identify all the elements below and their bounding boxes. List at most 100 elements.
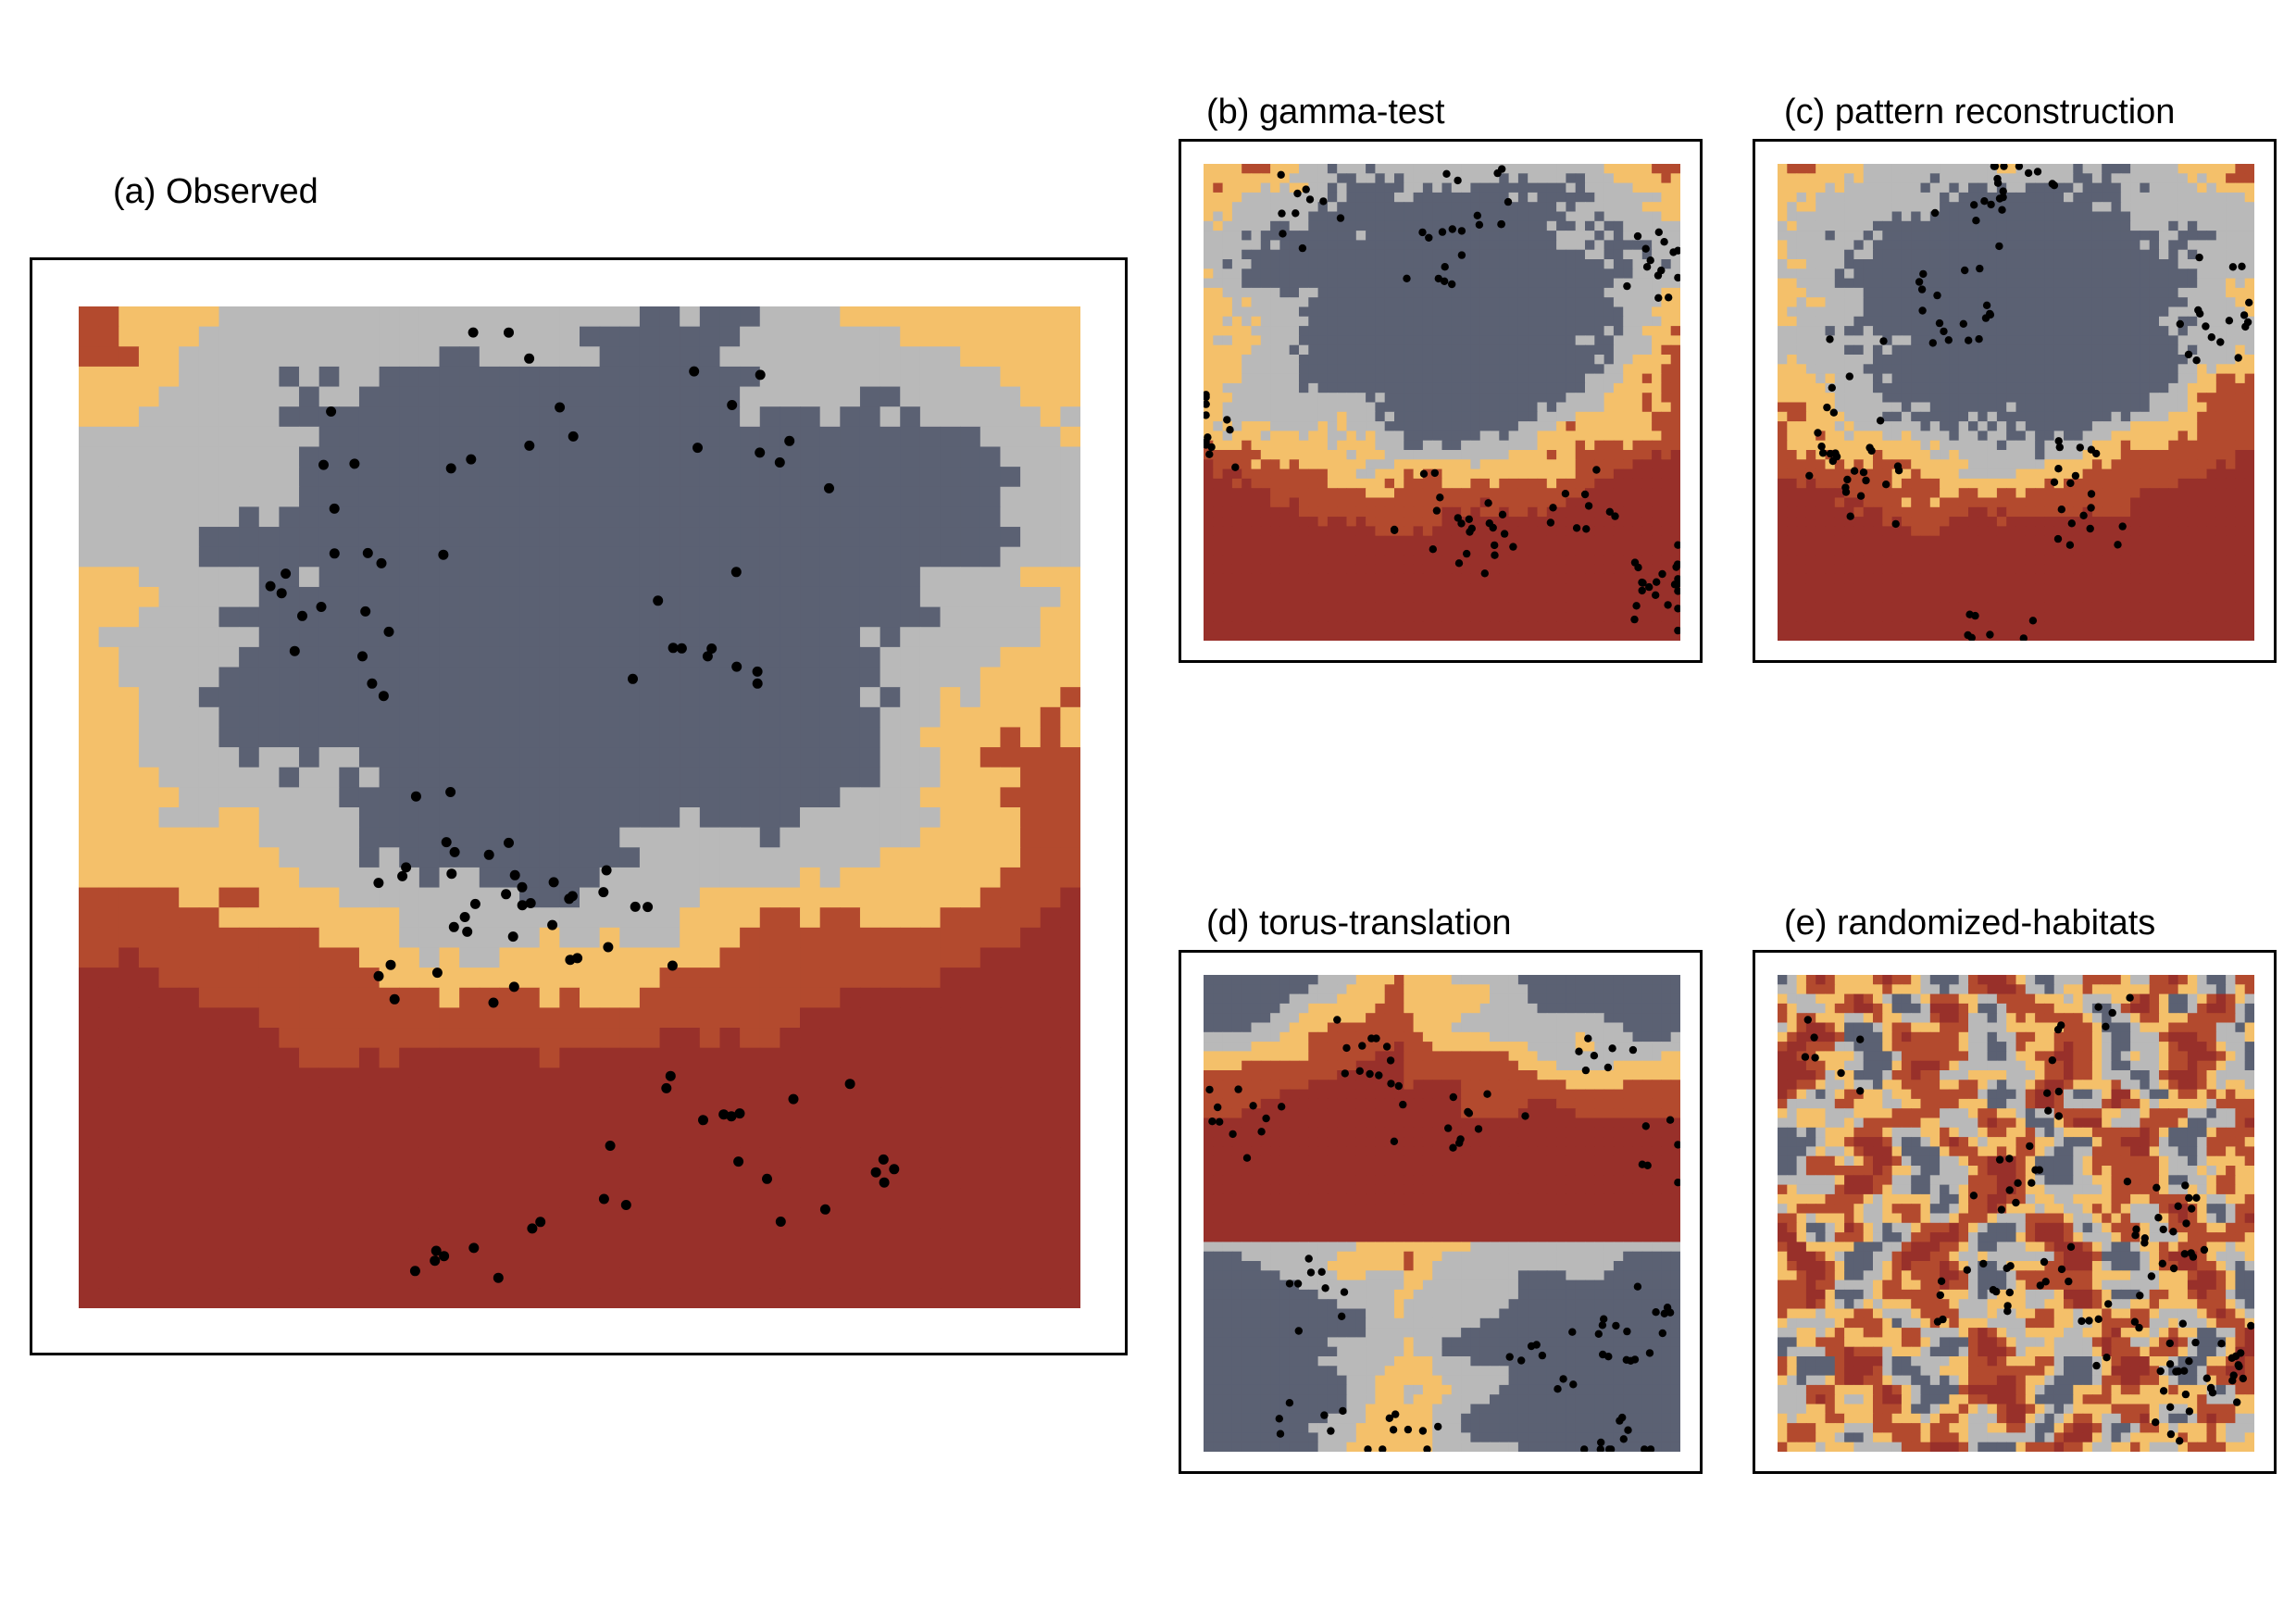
tree-point — [2216, 338, 2225, 346]
tree-point — [2005, 1288, 2014, 1297]
tree-point — [1654, 228, 1663, 236]
tree-point — [509, 869, 520, 880]
tree-point — [1504, 197, 1513, 206]
tree-point — [1475, 220, 1484, 229]
tree-point — [1277, 170, 1285, 179]
tree-point — [603, 942, 614, 953]
tree-point — [1304, 1255, 1313, 1263]
tree-point — [1811, 1054, 1819, 1062]
tree-point — [727, 400, 738, 410]
tree-point — [564, 893, 575, 905]
tree-point — [565, 955, 576, 966]
tree-point — [1234, 1085, 1242, 1093]
tree-point — [2085, 1317, 2093, 1325]
tree-point — [1561, 490, 1570, 498]
tree-point — [1341, 1069, 1349, 1078]
tree-point — [1279, 230, 1287, 238]
tree-point — [289, 645, 300, 656]
tree-point — [2015, 164, 2024, 170]
tree-point — [2036, 1281, 2044, 1290]
tree-point — [1674, 1141, 1680, 1149]
tree-point — [483, 849, 494, 860]
panel-c-habitat-map — [1778, 164, 2254, 641]
tree-point — [784, 435, 795, 446]
tree-point — [2240, 311, 2249, 319]
tree-point — [1859, 468, 1868, 477]
tree-point — [2078, 1317, 2086, 1326]
tree-point — [2130, 1317, 2140, 1326]
tree-point — [493, 1272, 504, 1283]
tree-point — [2202, 322, 2210, 331]
tree-point — [1891, 519, 1900, 529]
tree-point — [2024, 169, 2033, 178]
tree-points — [1801, 993, 2254, 1445]
tree-point — [2041, 1278, 2050, 1286]
tree-point — [1379, 1445, 1387, 1452]
tree-point — [527, 1223, 538, 1234]
tree-point — [1387, 1080, 1395, 1088]
tree-point — [1456, 1135, 1465, 1143]
tree-point — [1624, 1426, 1632, 1434]
tree-point — [1321, 1284, 1329, 1292]
tree-point — [1491, 541, 1499, 550]
tree-point — [1918, 306, 1927, 315]
tree-point — [2055, 443, 2064, 452]
tree-point — [731, 661, 742, 672]
tree-point — [2159, 1387, 2168, 1395]
habitat-cells — [1204, 975, 1680, 1452]
tree-point — [466, 454, 477, 465]
tree-point — [517, 881, 528, 893]
tree-point — [1674, 246, 1680, 255]
tree-point — [2066, 479, 2075, 488]
tree-point — [2067, 519, 2076, 528]
tree-point — [2040, 1257, 2049, 1267]
tree-point — [548, 877, 559, 888]
tree-point — [1862, 476, 1870, 485]
tree-point — [1969, 1192, 1978, 1200]
panel-c-frame — [1753, 139, 2277, 663]
tree-point — [752, 666, 763, 677]
tree-point — [1342, 1043, 1351, 1053]
tree-point — [2147, 1272, 2156, 1280]
tree-point — [2003, 1302, 2012, 1310]
tree-point — [1976, 264, 1984, 273]
tree-point — [2192, 1193, 2201, 1202]
tree-point — [2239, 1374, 2247, 1383]
panel-a-frame — [30, 257, 1128, 1355]
tree-point — [357, 651, 368, 662]
tree-point — [2050, 181, 2059, 190]
tree-points — [1805, 164, 2253, 641]
tree-point — [1497, 220, 1505, 229]
tree-point — [1278, 1103, 1286, 1111]
tree-point — [469, 898, 480, 909]
tree-point — [326, 406, 337, 417]
tree-point — [501, 889, 512, 900]
tree-point — [2188, 1205, 2196, 1213]
tree-point — [318, 459, 329, 470]
tree-point — [1674, 273, 1680, 282]
tree-point — [1527, 1342, 1536, 1351]
tree-point — [2012, 1198, 2020, 1207]
tree-point — [706, 643, 718, 654]
tree-point — [1249, 1102, 1257, 1110]
tree-point — [2169, 1228, 2177, 1236]
tree-point — [1355, 1067, 1364, 1075]
tree-point — [1597, 1438, 1605, 1447]
tree-point — [1559, 1375, 1567, 1383]
tree-point — [762, 1173, 772, 1184]
tree-point — [1298, 243, 1307, 253]
tree-point — [2238, 262, 2246, 270]
tree-point — [1608, 1044, 1616, 1053]
tree-point — [1967, 633, 1976, 641]
tree-point — [1628, 1045, 1638, 1055]
tree-point — [459, 912, 470, 922]
tree-point — [1646, 1445, 1655, 1452]
tree-point — [2065, 541, 2075, 549]
tree-point — [2237, 1349, 2245, 1357]
tree-point — [2050, 478, 2059, 486]
tree-point — [2234, 1361, 2242, 1369]
tree-point — [1652, 1308, 1660, 1317]
tree-point — [661, 1082, 672, 1093]
tree-point — [752, 678, 763, 689]
tree-point — [2126, 993, 2134, 1002]
